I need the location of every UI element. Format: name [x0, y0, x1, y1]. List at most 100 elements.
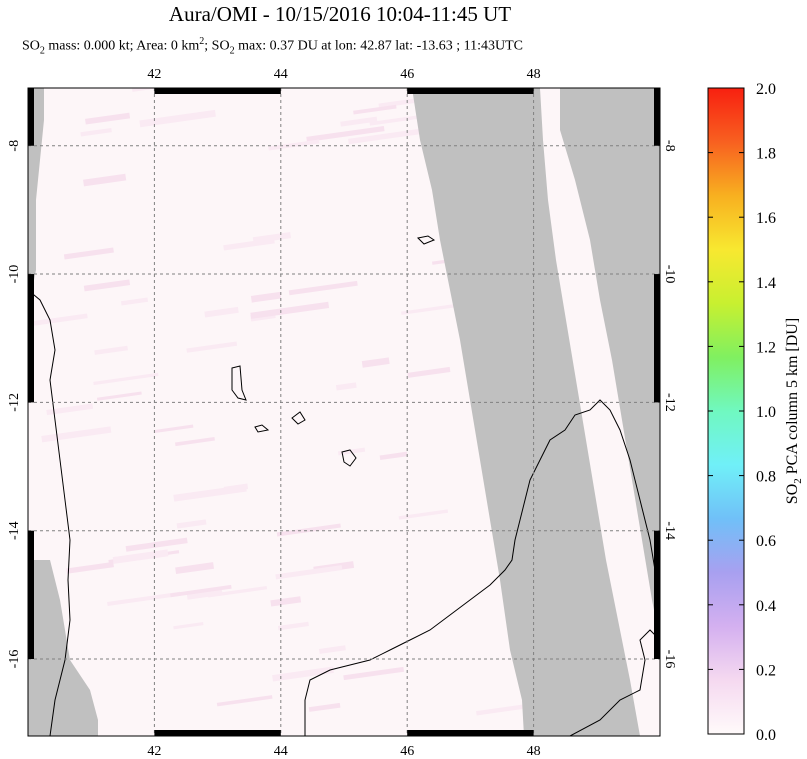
colorbar-tick-label: 1.6: [756, 210, 776, 227]
so2-streak: [125, 537, 188, 552]
so2-streak: [176, 519, 207, 529]
coastlines: [28, 235, 660, 736]
chart-title: Aura/OMI - 10/15/2016 10:04-11:45 UT: [168, 2, 512, 26]
so2-streak: [379, 451, 408, 461]
border-bar-right: [654, 274, 660, 403]
colorbar-tick-label: 1.0: [756, 404, 776, 421]
so2-streak: [46, 403, 94, 416]
so2-streak: [112, 549, 169, 564]
x-tick-labels-top: 42 44 46 48: [147, 67, 540, 82]
so2-streak: [83, 279, 131, 292]
x-tick-label: 44: [274, 67, 288, 82]
so2-streak: [32, 313, 88, 326]
colorbar-tick-label: 2.0: [756, 81, 776, 98]
so2-streak: [139, 109, 216, 128]
border-bar-right: [654, 530, 660, 660]
x-tick-label: 46: [400, 744, 414, 759]
so2-streak: [94, 345, 128, 355]
so2-streak: [277, 621, 309, 631]
so2-streak: [204, 306, 239, 318]
so2-streak: [288, 280, 358, 296]
valid-data-swath-right: [540, 88, 660, 736]
so2-streak: [174, 436, 215, 447]
so2-streak: [83, 173, 127, 187]
colorbar-tick-label: 1.4: [756, 275, 776, 292]
so2-streak: [319, 645, 346, 654]
border-bar-bottom: [407, 730, 534, 736]
colorbar-ticks: 0.0 0.2 0.4 0.6 0.8 1.0 1.2 1.4 1.6 1.8 2.0: [708, 81, 776, 744]
so2-streak: [250, 291, 282, 303]
y-tick-label: -16: [662, 650, 677, 669]
africa-coast: [304, 399, 656, 736]
so2-streak: [107, 591, 181, 607]
map-area: [28, 88, 660, 736]
so2-streak: [186, 589, 223, 600]
chart-subtitle: SO2 mass: 0.000 kt; Area: 0 km2; SO2 max…: [22, 36, 523, 57]
colorbar-tick-label: 1.8: [756, 146, 776, 163]
madagascar-west-coast: [28, 289, 71, 736]
so2-streak: [270, 596, 302, 607]
y-tick-label: -10: [662, 265, 677, 284]
so2-streak: [132, 88, 190, 92]
x-tick-label: 42: [147, 744, 161, 759]
so2-streak: [173, 622, 204, 630]
x-tick-label: 46: [400, 67, 414, 82]
border-bar-top: [154, 88, 281, 94]
madagascar-north: [569, 629, 660, 736]
nodata-right-swath: [560, 88, 660, 640]
border-bar-right: [654, 88, 660, 146]
so2-streak: [306, 125, 385, 143]
so2-streak: [308, 702, 341, 712]
x-tick-label: 44: [274, 744, 288, 759]
y-tick-labels-left: -8 -10 -12 -14 -16: [7, 140, 22, 668]
so2-streak: [66, 561, 114, 574]
so2-streak: [216, 695, 273, 707]
colorbar-tick-label: 1.2: [756, 339, 776, 356]
x-tick-label: 48: [527, 67, 541, 82]
nodata-left-swath-lower: [28, 560, 98, 736]
y-tick-label: -8: [7, 140, 22, 152]
so2-streak: [175, 562, 215, 575]
colorbar-scale: [707, 87, 745, 735]
so2-streak: [348, 128, 421, 145]
aldabra: [416, 235, 436, 245]
so2-streak: [186, 341, 238, 353]
colorbar-tick-label: 0.6: [756, 533, 776, 550]
so2-streak: [96, 391, 142, 401]
so2-streak: [154, 424, 194, 434]
x-tick-label: 42: [147, 67, 161, 82]
border-tick-bars: [28, 88, 660, 736]
x-tick-labels-bottom: 42 44 46 48: [147, 744, 540, 759]
colorbar-tick-label: 0.2: [756, 662, 776, 679]
border-bar-left: [28, 88, 34, 146]
so2-streak: [276, 523, 341, 537]
border-bar-left: [28, 530, 34, 660]
comoros-moheli: [254, 424, 270, 433]
so2-streak: [378, 98, 419, 109]
y-tick-label: -10: [7, 265, 22, 284]
border-bar-bottom: [154, 730, 281, 736]
so2-streak: [343, 666, 405, 681]
y-tick-label: -12: [7, 393, 22, 412]
gridlines: [28, 88, 660, 736]
so2-streak: [93, 372, 159, 386]
so2-streak: [369, 115, 418, 126]
so2-streak: [170, 584, 232, 598]
so2-streak: [275, 565, 343, 580]
y-tick-labels-right: -8 -10 -12 -14 -16: [662, 140, 677, 668]
so2-streak: [223, 483, 249, 493]
so2-streak: [80, 127, 112, 137]
so2-streak: [353, 104, 397, 115]
y-tick-label: -12: [662, 393, 677, 412]
border-bar-top: [407, 88, 534, 94]
so2-streak: [476, 703, 533, 716]
map-frame: [27, 87, 661, 737]
y-tick-label: -16: [7, 650, 22, 669]
so2-streak: [250, 301, 330, 319]
colorbar: 0.0 0.2 0.4 0.6 0.8 1.0 1.2 1.4 1.6 1.8 2.0 SO2 PC…: [707, 81, 804, 744]
so2-streak: [207, 585, 268, 598]
y-tick-label: -14: [7, 521, 22, 540]
colorbar-label: SO2 PCA column 5 km [DU]: [784, 318, 804, 504]
colorbar-tick-label: 0.8: [756, 469, 776, 486]
colorbar-tick-label: 0.4: [756, 598, 776, 615]
